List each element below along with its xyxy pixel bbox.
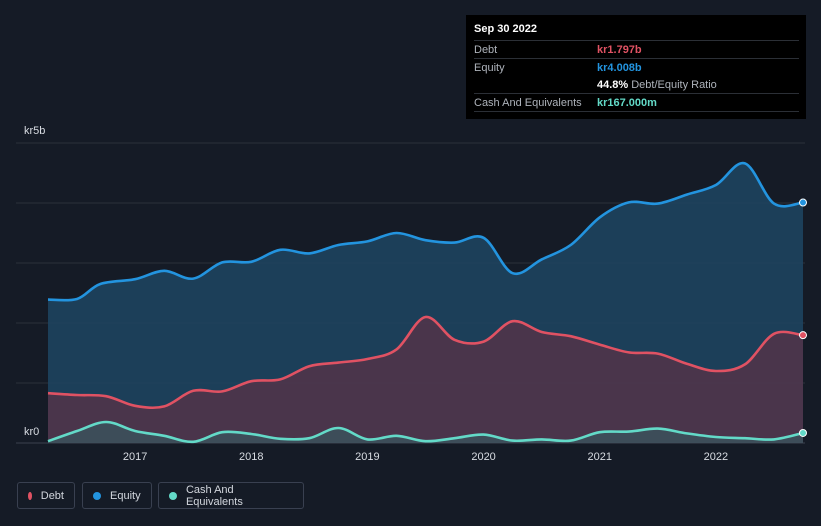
tooltip-ratio-value: 44.8% [597, 78, 629, 91]
tooltip-equity-row: Equity kr4.008b [474, 58, 799, 76]
debt-dot-icon [28, 491, 32, 500]
legend-cash-label: Cash And Equivalents [185, 483, 243, 508]
equity-line [47, 161, 804, 302]
tooltip-cash-row: Cash And Equivalents kr167.000m [474, 93, 799, 112]
cash-and-equivalents-line [47, 420, 804, 444]
legend-debt-button[interactable]: Debt [17, 482, 75, 509]
equity-dot-icon [93, 491, 101, 500]
x-tick-label-2019: 2019 [355, 451, 379, 463]
tooltip-ratio-label: Debt/Equity Ratio [631, 78, 717, 91]
equity-endpoint [799, 198, 807, 207]
tooltip-cash-label: Cash And Equivalents [474, 96, 582, 109]
cash-and-equivalents-area [48, 422, 803, 443]
tooltip-debt-value: kr1.797b [597, 43, 642, 56]
debt-line [47, 315, 804, 410]
debt-endpoint [799, 331, 807, 340]
tooltip-ratio-row: 44.8% Debt/Equity Ratio [474, 76, 799, 93]
tooltip-cash-value: kr167.000m [597, 96, 657, 109]
debt-area [48, 316, 803, 443]
tooltip-date: Sep 30 2022 [474, 23, 537, 35]
legend-equity-label: Equity [110, 489, 141, 502]
y-tick-label-zero: kr0 [24, 426, 39, 438]
cash-and-equivalents-endpoint [799, 428, 807, 437]
y-tick-label-top: kr5b [24, 125, 45, 137]
x-tick-label-2021: 2021 [587, 451, 611, 463]
x-tick-label-2022: 2022 [704, 451, 728, 463]
tooltip-debt-label: Debt [474, 43, 498, 56]
tooltip-equity-value: kr4.008b [597, 61, 642, 74]
cash-dot-icon [169, 491, 177, 500]
tooltip-equity-label: Equity [474, 61, 505, 74]
data-tooltip: Sep 30 2022 Debt kr1.797b Equity kr4.008… [466, 15, 806, 119]
legend-cash-button[interactable]: Cash And Equivalents [158, 482, 304, 509]
x-tick-label-2018: 2018 [239, 451, 263, 463]
tooltip-debt-row: Debt kr1.797b [474, 40, 799, 58]
legend-equity-button[interactable]: Equity [82, 482, 152, 509]
x-tick-label-2020: 2020 [471, 451, 495, 463]
legend-debt-label: Debt [40, 489, 64, 502]
x-tick-label-2017: 2017 [123, 451, 147, 463]
